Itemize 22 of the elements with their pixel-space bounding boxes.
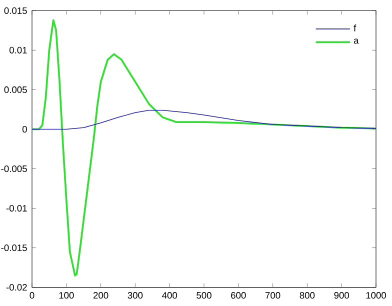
legend-label: f — [354, 24, 356, 32]
line-series — [32, 110, 376, 130]
x-tick-label: 500 — [196, 292, 212, 299]
x-tick-label: 800 — [300, 292, 315, 299]
y-tick-label: -0.005 — [1, 165, 27, 172]
y-tick-label: -0.01 — [6, 204, 27, 212]
y-tick-label: 0.005 — [4, 86, 27, 94]
x-tick-label: 700 — [265, 292, 280, 299]
x-tick-label: 300 — [128, 292, 143, 299]
y-tick-label: 0.01 — [9, 46, 27, 54]
y-tick-label: 0.015 — [4, 7, 27, 14]
x-tick-label: 0 — [30, 292, 34, 299]
x-tick-label: 600 — [231, 292, 246, 299]
x-tick-label: 1000 — [366, 292, 386, 299]
y-tick-label: 0 — [22, 126, 27, 133]
y-tick-label: -0.02 — [6, 284, 27, 291]
y-tick-label: -0.015 — [1, 244, 27, 252]
x-tick-label: 400 — [162, 292, 178, 299]
x-tick-label: 100 — [59, 292, 74, 299]
legend-label: a — [354, 38, 359, 44]
x-tick-label: 200 — [93, 292, 108, 299]
x-tick-label: 900 — [334, 292, 350, 299]
